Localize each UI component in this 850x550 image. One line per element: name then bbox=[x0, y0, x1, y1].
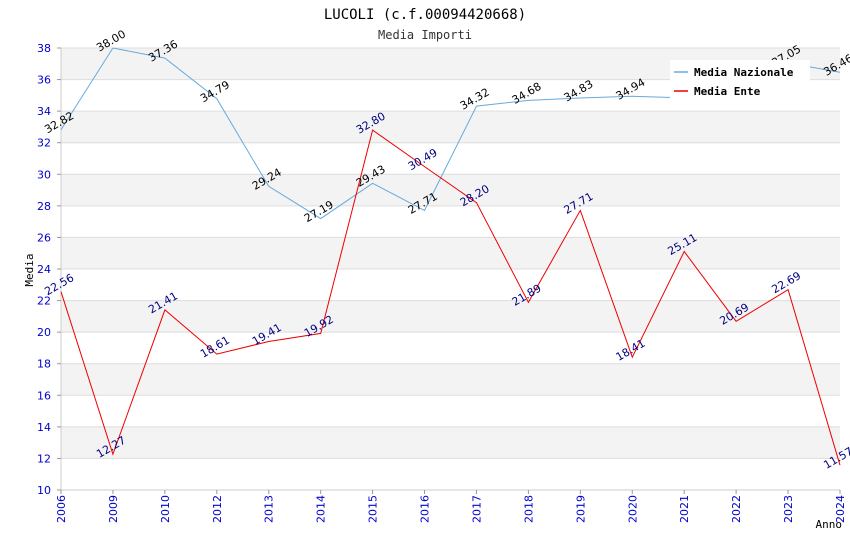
x-tick-label: 2010 bbox=[159, 495, 172, 523]
y-tick-label: 28 bbox=[37, 200, 51, 213]
x-tick-label: 2016 bbox=[419, 495, 432, 523]
plot-background-bands bbox=[61, 48, 840, 490]
y-tick-label: 26 bbox=[37, 231, 51, 244]
y-tick-label: 32 bbox=[37, 137, 51, 150]
x-tick-label: 2017 bbox=[470, 495, 483, 523]
x-tick-label: 2023 bbox=[782, 495, 795, 523]
x-tick-label: 2009 bbox=[107, 495, 120, 523]
legend-label: Media Ente bbox=[694, 85, 761, 98]
y-tick-label: 12 bbox=[37, 452, 51, 465]
plot-band bbox=[61, 174, 840, 206]
chart-title: LUCOLI (c.f.00094420668) bbox=[324, 7, 526, 23]
y-axis-label: Media bbox=[23, 253, 36, 286]
x-tick-label: 2020 bbox=[626, 495, 639, 523]
y-tick-label: 10 bbox=[37, 484, 51, 497]
plot-band bbox=[61, 205, 840, 238]
legend-box bbox=[670, 60, 810, 100]
legend: Media Nazionale Media Ente bbox=[670, 60, 810, 100]
y-tick-label: 16 bbox=[37, 389, 51, 402]
x-tick-label: 2014 bbox=[315, 495, 328, 523]
y-tick-label: 34 bbox=[37, 105, 51, 118]
x-tick-label: 2018 bbox=[522, 495, 535, 523]
y-tick-label: 38 bbox=[37, 42, 51, 55]
x-tick-label: 2015 bbox=[367, 495, 380, 523]
plot-band bbox=[61, 332, 840, 364]
plot-band bbox=[61, 395, 840, 427]
x-tick-label: 2021 bbox=[678, 495, 691, 523]
plot-band bbox=[61, 269, 840, 301]
x-tick-label: 2013 bbox=[263, 495, 276, 523]
plot-band bbox=[61, 426, 840, 459]
legend-label: Media Nazionale bbox=[694, 66, 794, 79]
y-tick-label: 30 bbox=[37, 168, 51, 181]
y-tick-label: 22 bbox=[37, 295, 51, 308]
plot-band bbox=[61, 111, 840, 143]
plot-band bbox=[61, 458, 840, 490]
plot-band bbox=[61, 300, 840, 333]
x-tick-label: 2022 bbox=[730, 495, 743, 523]
y-tick-label: 36 bbox=[37, 74, 51, 87]
gridlines bbox=[61, 47, 840, 491]
x-axis-label: Anno bbox=[816, 518, 843, 531]
chart-subtitle: Media Importi bbox=[378, 28, 472, 42]
x-tick-label: 2024 bbox=[834, 495, 847, 523]
x-tick-label: 2006 bbox=[55, 495, 68, 523]
y-axis-ticks: 10 12 14 16 18 20 22 24 26 28 30 32 34 36 38 bbox=[37, 42, 61, 497]
plot-band bbox=[61, 237, 840, 269]
y-tick-label: 24 bbox=[37, 263, 51, 276]
y-tick-label: 20 bbox=[37, 326, 51, 339]
plot-band bbox=[61, 363, 840, 396]
x-tick-label: 2019 bbox=[574, 495, 587, 523]
x-tick-label: 2012 bbox=[211, 495, 224, 523]
series-line-media-ente bbox=[60, 129, 841, 466]
y-tick-label: 18 bbox=[37, 358, 51, 371]
x-axis-ticks: 2006 2009 2010 2012 2013 2014 2015 2016 2017 2018… bbox=[55, 490, 847, 523]
y-tick-label: 14 bbox=[37, 421, 51, 434]
